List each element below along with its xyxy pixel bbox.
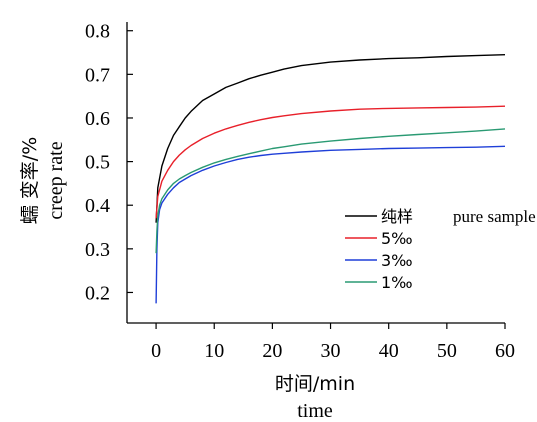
series-line-2 bbox=[155, 105, 506, 219]
y-tick-label: 0.8 bbox=[85, 21, 110, 43]
x-axis-title: 时间/min bbox=[275, 373, 355, 395]
axis-titles: 时间/min time 蠕 变率/% creep rate bbox=[19, 137, 355, 422]
series-line-4 bbox=[155, 128, 506, 254]
y-tick-label: 0.4 bbox=[85, 195, 110, 217]
x-tick-label: 20 bbox=[262, 340, 282, 362]
y-axis-title: 蠕 变率/% bbox=[19, 137, 41, 225]
y-tick-label: 0.3 bbox=[85, 239, 110, 261]
axes: 0.2 0.3 0.4 0.5 0.6 0.7 0.8 0 10 20 30 40 50 60 bbox=[85, 21, 515, 362]
legend-label: 纯样 bbox=[381, 207, 413, 226]
legend-label: 1‰ bbox=[381, 273, 413, 292]
y-tick-label: 0.6 bbox=[85, 108, 110, 130]
series-line-1 bbox=[155, 54, 506, 223]
legend-label-en: pure sample bbox=[453, 207, 536, 226]
series-layer bbox=[155, 54, 506, 304]
y-tick-label: 0.2 bbox=[85, 282, 110, 304]
x-axis-title-en: time bbox=[297, 400, 333, 422]
x-tick-label: 10 bbox=[204, 340, 224, 362]
x-tick-label: 50 bbox=[437, 340, 457, 362]
y-tick-label: 0.7 bbox=[85, 64, 110, 86]
legend-label: 3‰ bbox=[381, 251, 413, 270]
legend-label: 5‰ bbox=[381, 229, 413, 248]
y-axis-title-en: creep rate bbox=[45, 141, 67, 219]
y-tick-label: 0.5 bbox=[85, 152, 110, 174]
series-line-3 bbox=[155, 145, 506, 304]
x-tick-label: 0 bbox=[151, 340, 161, 362]
legend: 纯样 pure sample 5‰ 3‰ 1‰ bbox=[345, 207, 536, 292]
x-tick-label: 30 bbox=[321, 340, 341, 362]
x-tick-label: 40 bbox=[379, 340, 399, 362]
x-tick-label: 60 bbox=[495, 340, 515, 362]
